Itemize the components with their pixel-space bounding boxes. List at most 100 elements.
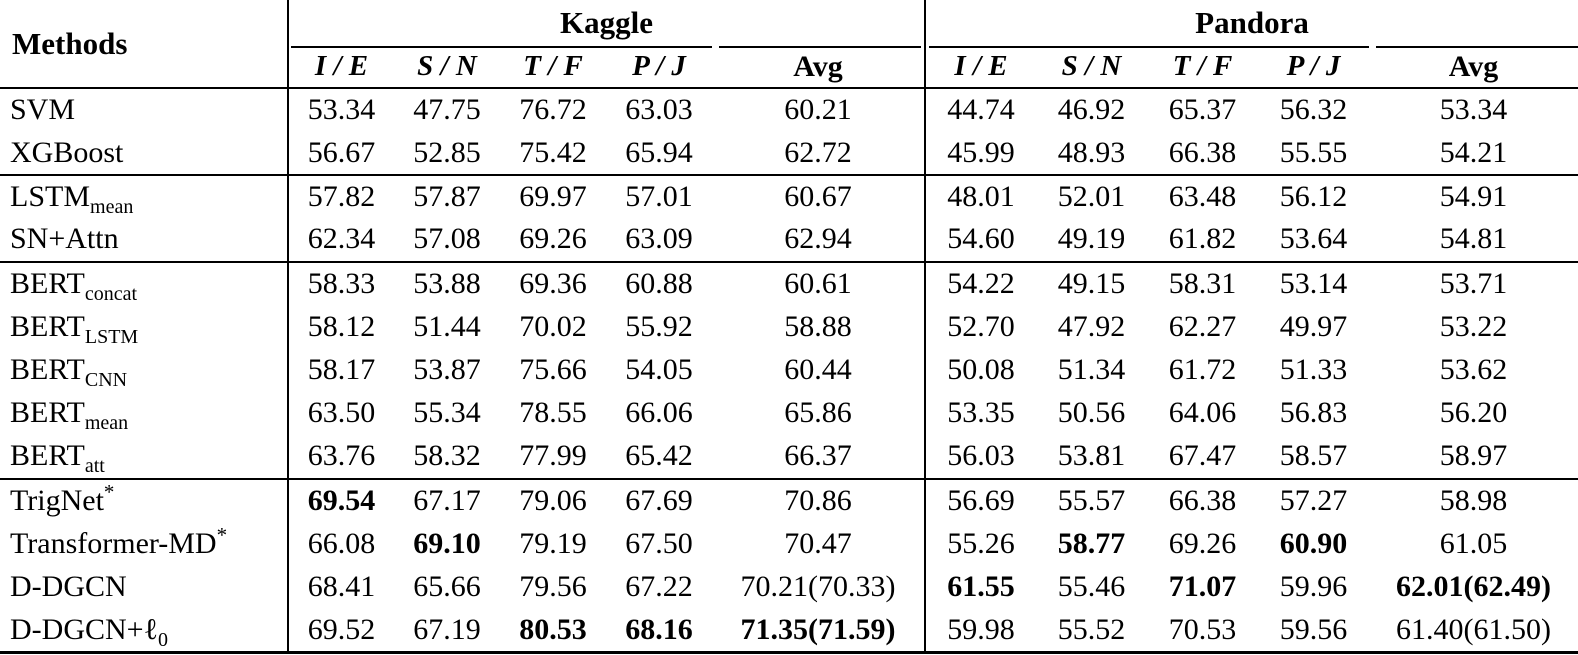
score-cell-kaggle-3: 66.06 — [625, 396, 693, 430]
score-cell-kaggle-1: 67.17 — [394, 477, 500, 522]
score-cell-kaggle-2: 77.99 — [519, 439, 587, 473]
table-row: SVM 53.34 47.75 76.72 63.03 60.21 44.74 46.92 65… — [0, 88, 1578, 132]
score-cell-kaggle-0: 56.67 — [287, 131, 394, 175]
score-cell-pandora-2: 62.27 — [1168, 309, 1237, 343]
score-cell-kaggle-0: 53.34 — [287, 88, 394, 132]
method-cell: D-DGCN — [10, 569, 127, 603]
score-cell-kaggle-2: 80.53 — [519, 612, 587, 646]
score-cell-pandora-1: 50.56 — [1057, 396, 1126, 430]
score-cell-kaggle-2: 69.26 — [519, 222, 587, 256]
score-cell-pandora-2: 67.47 — [1168, 439, 1237, 473]
col-header-pandora-avg: Avg — [1369, 46, 1578, 89]
score-cell-kaggle-2: 75.66 — [519, 353, 587, 387]
score-cell-kaggle-4: 60.61 — [712, 260, 925, 305]
score-cell-kaggle-0: 58.17 — [287, 348, 394, 392]
table-row: XGBoost 56.67 52.85 75.42 65.94 62.72 45.99 48.… — [0, 131, 1578, 175]
score-cell-kaggle-0: 66.08 — [287, 521, 394, 566]
score-cell-pandora-4: 58.98 — [1369, 477, 1578, 522]
col-header-kaggle-pj: P / J — [606, 46, 712, 89]
score-cell-kaggle-0: 69.54 — [287, 477, 394, 522]
score-cell-pandora-2: 71.07 — [1168, 569, 1237, 603]
cmidrule-pandora-avg — [1376, 46, 1578, 48]
table-row: D-DGCN 68.41 65.66 79.56 67.22 70.21(70.33) 61… — [0, 565, 1578, 609]
table-row: BERTconcat 58.33 53.88 69.36 60.88 60.61 54.22… — [0, 260, 1578, 305]
score-cell-pandora-0: 52.70 — [924, 304, 1036, 349]
score-cell-kaggle-3: 67.22 — [625, 569, 693, 603]
table-row: SN+Attn 62.34 57.08 69.26 63.09 62.94 54.60 49.… — [0, 218, 1578, 262]
score-cell-pandora-1: 46.92 — [1057, 93, 1126, 127]
score-cell-pandora-0: 53.35 — [924, 391, 1036, 436]
score-cell-kaggle-2: 76.72 — [519, 93, 587, 127]
score-cell-pandora-2: 63.48 — [1147, 173, 1258, 219]
method-cell: BERTmean — [10, 396, 129, 435]
score-cell-pandora-0: 59.98 — [924, 608, 1036, 653]
score-cell-kaggle-3: 54.05 — [625, 353, 693, 387]
method-cell: LSTMmean — [0, 173, 288, 219]
score-cell-pandora-1: 47.92 — [1057, 309, 1126, 343]
method-cell: D-DGCN+ℓ0 — [10, 612, 168, 651]
score-cell-kaggle-0: 62.34 — [287, 218, 394, 262]
score-cell-pandora-4: 54.91 — [1369, 173, 1578, 219]
score-cell-pandora-1: 52.01 — [1036, 173, 1147, 219]
score-cell-kaggle-1: 51.44 — [413, 309, 481, 343]
score-cell-kaggle-0: 58.33 — [287, 260, 394, 305]
score-cell-kaggle-2: 69.97 — [500, 173, 606, 219]
score-cell-pandora-2: 69.26 — [1168, 526, 1237, 560]
score-cell-kaggle-3: 63.03 — [625, 93, 693, 127]
score-cell-pandora-1: 49.19 — [1057, 222, 1126, 256]
score-cell-pandora-2: 66.38 — [1168, 135, 1237, 169]
score-cell-pandora-4: 53.62 — [1439, 353, 1508, 387]
score-cell-kaggle-3: 60.88 — [606, 260, 712, 305]
table-row: BERTCNN 58.17 53.87 75.66 54.05 60.44 50.08 51.… — [0, 348, 1578, 392]
score-cell-pandora-0: 50.08 — [924, 348, 1036, 392]
score-cell-pandora-3: 53.64 — [1279, 222, 1348, 256]
score-cell-pandora-1: 49.15 — [1036, 260, 1147, 305]
score-cell-pandora-3: 59.96 — [1279, 569, 1348, 603]
score-cell-pandora-4: 56.20 — [1439, 396, 1508, 430]
score-cell-pandora-3: 56.32 — [1279, 93, 1348, 127]
score-cell-kaggle-2: 79.06 — [500, 477, 606, 522]
score-cell-kaggle-1: 67.19 — [413, 612, 481, 646]
score-cell-pandora-2: 70.53 — [1168, 612, 1237, 646]
col-header-pandora-ie: I / E — [924, 46, 1036, 89]
score-cell-pandora-0: 45.99 — [924, 131, 1036, 175]
score-cell-kaggle-4: 60.21 — [784, 93, 852, 127]
score-cell-kaggle-3: 65.94 — [625, 135, 693, 169]
score-cell-pandora-3: 53.14 — [1258, 260, 1369, 305]
method-cell: BERTatt — [10, 439, 105, 478]
method-cell: SVM — [10, 93, 76, 127]
score-cell-kaggle-3: 63.09 — [625, 222, 693, 256]
score-cell-pandora-0: 56.03 — [924, 435, 1036, 479]
score-cell-pandora-0: 56.69 — [924, 477, 1036, 522]
score-cell-pandora-3: 55.55 — [1279, 135, 1348, 169]
score-cell-pandora-0: 54.60 — [924, 218, 1036, 262]
score-cell-pandora-3: 60.90 — [1279, 526, 1348, 560]
score-cell-pandora-2: 61.72 — [1168, 353, 1237, 387]
score-cell-pandora-1: 48.93 — [1057, 135, 1126, 169]
score-cell-kaggle-4: 71.35(71.59) — [740, 612, 896, 646]
method-cell: BERTLSTM — [10, 309, 139, 348]
score-cell-pandora-3: 56.12 — [1258, 173, 1369, 219]
section-header-kaggle: Kaggle — [287, 0, 925, 46]
method-cell: XGBoost — [10, 135, 124, 169]
score-cell-kaggle-3: 65.42 — [625, 439, 693, 473]
methods-column-header: Methods — [0, 0, 288, 89]
score-cell-kaggle-4: 70.47 — [784, 526, 852, 560]
score-cell-pandora-4: 53.22 — [1439, 309, 1508, 343]
score-cell-kaggle-3: 57.01 — [606, 173, 712, 219]
col-header-kaggle-tf: T / F — [500, 46, 606, 89]
score-cell-pandora-2: 65.37 — [1168, 93, 1237, 127]
score-cell-pandora-4: 53.34 — [1439, 93, 1508, 127]
score-cell-pandora-1: 55.57 — [1036, 477, 1147, 522]
col-header-pandora-sn: S / N — [1036, 46, 1147, 89]
score-cell-kaggle-2: 78.55 — [519, 396, 587, 430]
score-cell-pandora-4: 61.40(61.50) — [1396, 612, 1551, 646]
score-cell-kaggle-3: 55.92 — [625, 309, 693, 343]
score-cell-pandora-4: 53.71 — [1369, 260, 1578, 305]
cmidrule-pandora-dims — [929, 46, 1369, 48]
score-cell-kaggle-4: 60.44 — [784, 353, 852, 387]
score-cell-pandora-0: 55.26 — [924, 521, 1036, 566]
cmidrule-kaggle-avg — [719, 46, 921, 48]
score-cell-pandora-3: 58.57 — [1279, 439, 1348, 473]
score-cell-pandora-3: 56.83 — [1279, 396, 1348, 430]
